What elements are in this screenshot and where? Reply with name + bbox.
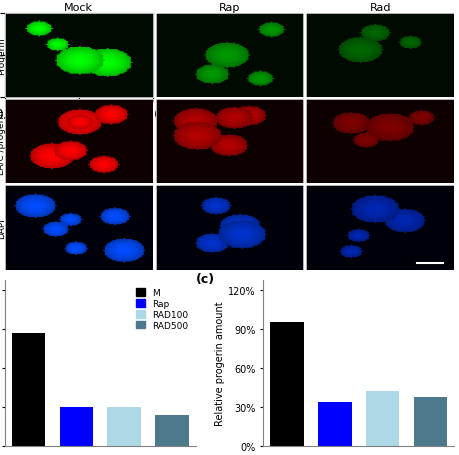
Y-axis label: DAPI: DAPI (0, 217, 6, 238)
Text: (c): (c) (196, 272, 215, 285)
Bar (107, 407, 141, 446)
Title: Rap: Rap (219, 3, 240, 13)
Bar (60, 407, 93, 446)
Bar (155, 415, 189, 446)
Bar (414, 397, 447, 446)
Title: Mock: Mock (64, 3, 93, 13)
Bar (270, 322, 304, 446)
Y-axis label: Progerin: Progerin (0, 37, 6, 75)
Y-axis label: Relative progerin amount: Relative progerin amount (215, 301, 225, 425)
Legend: M, Rap, RAD100, RAD500: M, Rap, RAD100, RAD500 (132, 285, 191, 334)
Bar (366, 392, 399, 446)
Bar (318, 402, 352, 446)
Y-axis label: LA/C /progerin: LA/C /progerin (0, 110, 6, 174)
Title: Rad: Rad (369, 3, 391, 13)
Bar (12, 333, 45, 446)
